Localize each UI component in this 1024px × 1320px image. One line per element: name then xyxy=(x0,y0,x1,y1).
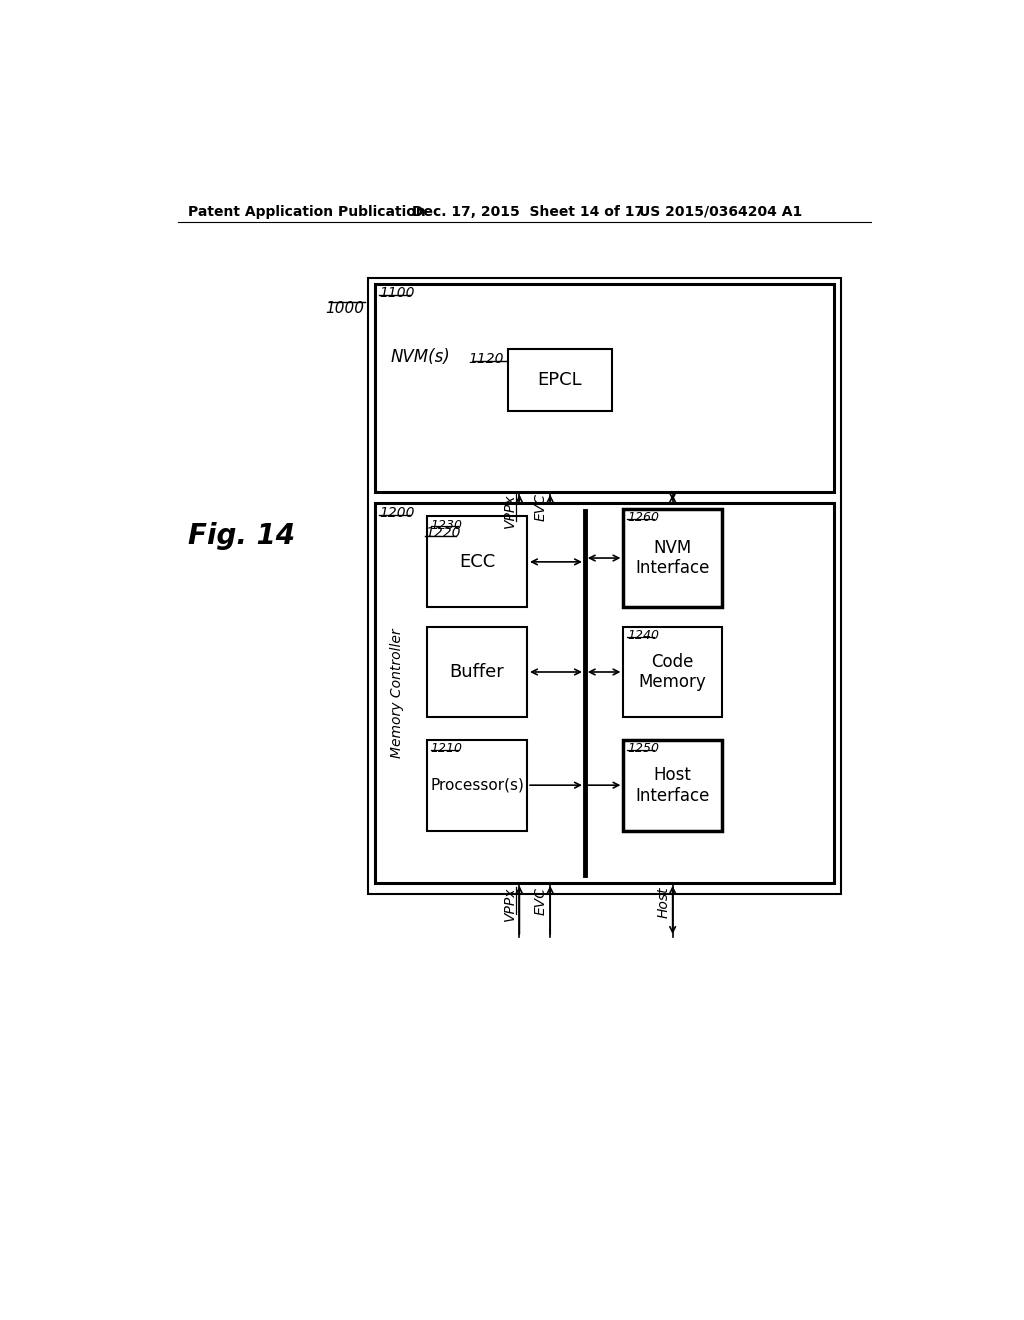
Text: 1250: 1250 xyxy=(628,742,659,755)
Text: Memory Controller: Memory Controller xyxy=(390,628,404,758)
Bar xyxy=(427,516,527,607)
Text: 1120: 1120 xyxy=(469,351,504,366)
Text: VPPx: VPPx xyxy=(503,887,517,921)
Text: NVM(s): NVM(s) xyxy=(391,348,451,366)
Bar xyxy=(368,277,842,894)
Text: ECC: ECC xyxy=(459,553,496,570)
Text: 1100: 1100 xyxy=(379,286,415,300)
Bar xyxy=(376,503,835,883)
Text: 1220: 1220 xyxy=(425,527,461,540)
Text: Buffer: Buffer xyxy=(450,663,505,681)
Text: 1200: 1200 xyxy=(379,506,415,520)
Bar xyxy=(624,739,722,830)
Bar xyxy=(624,627,722,718)
Text: VPPx: VPPx xyxy=(503,494,517,528)
Text: 1000: 1000 xyxy=(325,301,364,315)
Text: EPCL: EPCL xyxy=(538,371,583,389)
Text: US 2015/0364204 A1: US 2015/0364204 A1 xyxy=(639,205,802,219)
Text: Fig. 14: Fig. 14 xyxy=(188,521,295,549)
Text: EVC: EVC xyxy=(534,887,548,915)
Text: 1230: 1230 xyxy=(431,519,463,532)
Text: NVM
Interface: NVM Interface xyxy=(636,539,710,577)
Text: Dec. 17, 2015  Sheet 14 of 17: Dec. 17, 2015 Sheet 14 of 17 xyxy=(412,205,644,219)
Text: 1260: 1260 xyxy=(628,511,659,524)
Text: 1210: 1210 xyxy=(431,742,463,755)
Bar xyxy=(376,284,835,492)
Text: Processor(s): Processor(s) xyxy=(430,777,524,793)
Text: Host: Host xyxy=(656,887,671,919)
Text: EVC: EVC xyxy=(534,494,548,521)
Text: Patent Application Publication: Patent Application Publication xyxy=(188,205,426,219)
Text: Code
Memory: Code Memory xyxy=(639,652,707,692)
Bar xyxy=(508,350,611,411)
Bar xyxy=(427,627,527,718)
Bar xyxy=(624,508,722,607)
Bar xyxy=(427,739,527,830)
Text: Host
Interface: Host Interface xyxy=(636,766,710,805)
Text: 1240: 1240 xyxy=(628,628,659,642)
